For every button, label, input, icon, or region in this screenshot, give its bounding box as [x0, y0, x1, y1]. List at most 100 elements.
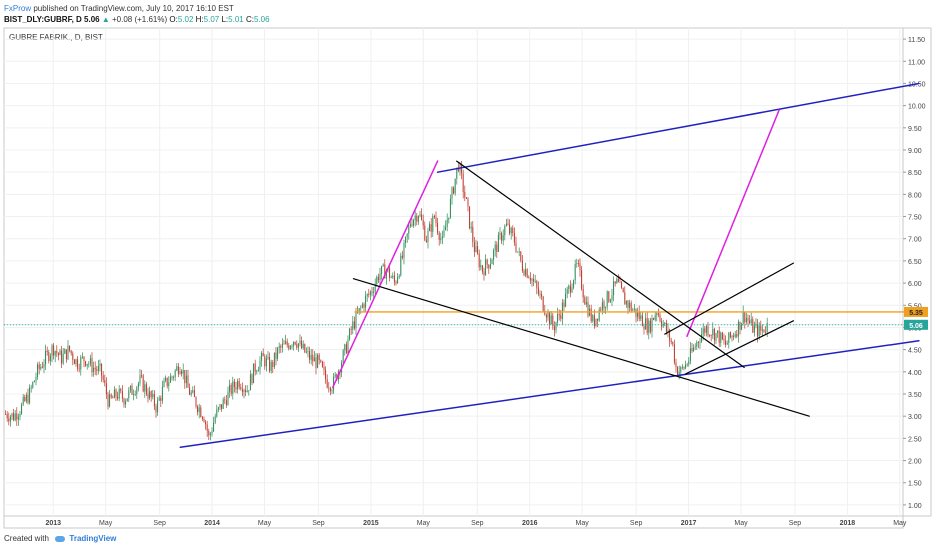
candle-body: [320, 360, 322, 362]
candle-body: [547, 312, 549, 318]
candle-body: [437, 222, 439, 233]
candle-body: [275, 352, 277, 359]
candle-body: [102, 375, 104, 380]
candle-body: [262, 352, 264, 357]
candle-body: [278, 346, 280, 349]
candle-body: [761, 329, 763, 331]
candle-body: [285, 341, 287, 344]
last-price-tag-bg: [904, 319, 928, 330]
footer: Created with TradingView: [4, 534, 116, 543]
candle-body: [219, 404, 221, 408]
candle-body: [504, 225, 506, 236]
candle-body: [29, 387, 31, 403]
candle-body: [657, 313, 659, 315]
candle-body: [765, 331, 767, 333]
candle-body: [525, 269, 527, 276]
candle-body: [115, 389, 117, 397]
candle-body: [193, 390, 195, 398]
candle-body: [675, 362, 677, 368]
candle-body: [457, 167, 459, 171]
candle-body: [48, 352, 50, 362]
candle-body: [134, 394, 136, 395]
low-label: L:: [221, 15, 229, 24]
candle-body: [80, 357, 82, 370]
candle-body: [81, 356, 83, 358]
candle-body: [253, 363, 255, 384]
candle-body: [270, 361, 272, 372]
x-gridlines: 2013 May Sep 2014 May Sep 2015 May Sep 2016 May Sep…: [45, 28, 907, 527]
candle-body: [705, 326, 707, 333]
candle-body: [158, 398, 160, 401]
candle-body: [256, 371, 258, 373]
resistance-price-tag: 5.35: [909, 310, 923, 317]
candle-body: [734, 334, 736, 337]
candle-body: [515, 242, 517, 252]
x-tick-label: 2017: [681, 520, 697, 527]
y-tick-label: 10.00: [908, 104, 926, 111]
y-tick-label: 11.50: [908, 37, 925, 44]
candle-body: [352, 321, 354, 330]
candle-body: [305, 351, 307, 353]
candle-body: [309, 351, 311, 360]
candle-body: [190, 392, 192, 395]
candle-body: [238, 380, 240, 388]
candle-body: [451, 187, 453, 199]
candle-body: [726, 343, 728, 345]
candle-body: [142, 375, 144, 392]
candle-body: [350, 328, 352, 330]
candle-body: [269, 356, 271, 372]
candle-body: [286, 341, 288, 346]
impulse-line-2: [686, 109, 780, 338]
candle-body: [91, 358, 93, 373]
candle-body: [440, 238, 442, 240]
author-link[interactable]: FxProw: [4, 4, 32, 13]
candle-body: [472, 226, 474, 243]
candle-body: [222, 399, 224, 409]
symbol-line: BIST_DLY:GUBRF, D 5.06 ▲ +0.08 (+1.61%) …: [4, 14, 270, 25]
candle-body: [709, 335, 711, 336]
candle-body: [593, 315, 595, 326]
candle-body: [489, 264, 491, 269]
candle-body: [77, 359, 79, 369]
candle-body: [369, 291, 371, 295]
candle-body: [328, 387, 330, 389]
candle-body: [208, 431, 210, 436]
candle-body: [56, 351, 58, 354]
candle-body: [400, 255, 402, 276]
candle-body: [411, 224, 413, 226]
candle-body: [587, 302, 589, 316]
candle-body: [672, 341, 674, 345]
candle-body: [425, 240, 427, 243]
y-tick-label: 3.50: [908, 392, 922, 399]
x-tick-label: 2015: [363, 520, 379, 527]
candle-body: [561, 302, 563, 319]
rising-wedge-lower-line: [684, 320, 795, 375]
candle-body: [766, 322, 768, 332]
candle-body: [592, 315, 594, 321]
candle-body: [557, 314, 559, 323]
candle-body: [11, 413, 13, 417]
candle-body: [637, 311, 639, 317]
candle-body: [653, 318, 655, 320]
candle-body: [640, 315, 642, 319]
candle-body: [78, 368, 80, 370]
tradingview-brand[interactable]: TradingView: [69, 534, 117, 543]
candle-body: [424, 225, 426, 241]
candle-body: [565, 294, 567, 307]
candle-body: [251, 374, 253, 384]
candle-body: [502, 235, 504, 241]
candle-body: [704, 328, 706, 333]
candle-body: [465, 197, 467, 199]
candle-body: [195, 397, 197, 407]
candle-body: [363, 304, 365, 308]
candle-body: [181, 371, 183, 374]
candle-body: [225, 400, 227, 406]
candle-body: [72, 353, 74, 360]
created-with-label: Created with: [4, 534, 49, 543]
candle-body: [257, 369, 259, 372]
candle-body: [430, 224, 432, 232]
candle-body: [550, 315, 552, 325]
candle-body: [449, 198, 451, 218]
impulse-line-1: [332, 160, 439, 389]
